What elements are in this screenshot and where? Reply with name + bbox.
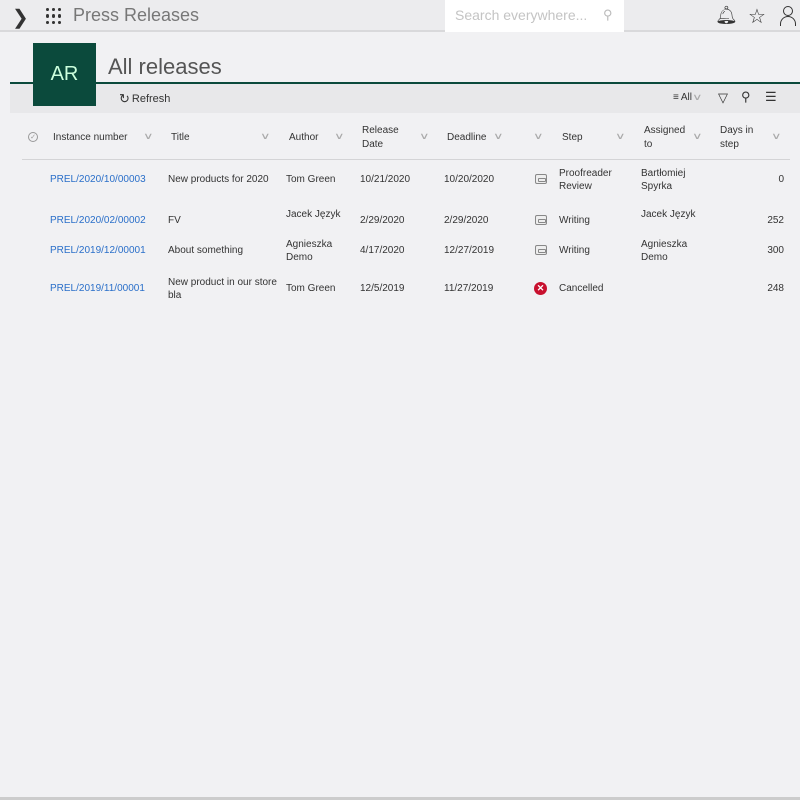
search-icon: ⚲ — [603, 7, 613, 22]
refresh-label: Refresh — [131, 93, 171, 105]
page-title: All releases — [108, 54, 222, 79]
column-header-author[interactable]: Author — [289, 132, 319, 143]
cancelled-icon: ✕ — [534, 282, 547, 295]
divider — [10, 82, 800, 84]
title-cell: About something — [168, 245, 244, 256]
list-icon: ≡ — [673, 92, 679, 103]
filter-icon[interactable]: ▽ — [718, 90, 728, 105]
column-header-title[interactable]: Title — [171, 132, 190, 143]
author-cell: Tom Green — [286, 283, 336, 294]
release-date-cell: 4/17/2020 — [360, 245, 405, 256]
assigned-cell: Agnieszka Demo — [641, 239, 688, 263]
task-icon — [535, 174, 547, 184]
author-cell: Agnieszka Demo — [286, 239, 333, 263]
expand-chevron-icon[interactable]: ❯ — [12, 7, 29, 29]
chevron-down-icon[interactable]: ∨ — [533, 131, 544, 141]
chevron-down-icon[interactable]: ∨ — [771, 131, 782, 141]
app-title: Press Releases — [73, 5, 200, 25]
deadline-cell: 10/20/2020 — [444, 174, 495, 185]
assigned-cell: Bartłomiej Spyrka — [641, 168, 686, 192]
view-selector[interactable]: ≡ All ∨ — [673, 92, 703, 103]
release-date-cell: 10/21/2020 — [360, 174, 411, 185]
header-divider — [22, 159, 790, 160]
refresh-icon: ↻ — [119, 91, 130, 106]
column-header-deadline[interactable]: Deadline — [447, 132, 487, 143]
days-cell: 0 — [778, 174, 784, 185]
deadline-cell: 12/27/2019 — [444, 245, 495, 256]
column-header-release-date[interactable]: Release Date — [362, 125, 399, 150]
author-cell: Jacek Język — [286, 209, 341, 220]
chevron-down-icon: ∨ — [691, 92, 703, 102]
star-icon[interactable]: ☆ — [748, 6, 766, 28]
title-cell: FV — [168, 215, 181, 226]
chevron-down-icon[interactable]: ∨ — [334, 131, 345, 141]
deadline-cell: 2/29/2020 — [444, 215, 489, 226]
title-cell: New product in our store bla — [168, 277, 277, 301]
assigned-cell: Jacek Język — [641, 209, 696, 220]
task-icon — [535, 215, 547, 225]
days-cell: 300 — [767, 245, 784, 256]
search-placeholder: Search everywhere... — [455, 7, 588, 23]
instance-link[interactable]: PREL/2020/10/00003 — [50, 174, 146, 185]
chevron-down-icon[interactable]: ∨ — [493, 131, 504, 141]
toolbar — [10, 84, 800, 113]
chevron-down-icon[interactable]: ∨ — [260, 131, 271, 141]
chevron-down-icon[interactable]: ∨ — [143, 131, 154, 141]
instance-link[interactable]: PREL/2019/12/00001 — [50, 245, 146, 256]
bell-icon[interactable]: 🔔︎ — [715, 5, 738, 25]
search-icon[interactable]: ⚲ — [741, 89, 751, 104]
column-header-instance[interactable]: Instance number — [53, 132, 128, 143]
step-cell: Proofreader Review — [559, 168, 612, 192]
days-cell: 248 — [767, 283, 784, 294]
days-cell: 252 — [767, 215, 784, 226]
select-all-checkbox[interactable]: ✓ — [28, 132, 38, 142]
user-icon[interactable] — [780, 4, 796, 26]
author-cell: Tom Green — [286, 174, 336, 185]
column-header-assigned[interactable]: Assigned to — [644, 125, 686, 150]
settings-sliders-icon[interactable]: ☰ — [765, 89, 777, 104]
release-date-cell: 2/29/2020 — [360, 215, 405, 226]
column-header-step[interactable]: Step — [562, 132, 583, 143]
bottom-border — [0, 797, 800, 800]
column-header-days[interactable]: Days in step — [720, 125, 754, 150]
title-cell: New products for 2020 — [168, 174, 269, 185]
step-cell: Writing — [559, 215, 590, 226]
chevron-down-icon[interactable]: ∨ — [692, 131, 703, 141]
refresh-button[interactable]: ↻ Refresh — [119, 91, 170, 107]
step-cell: Cancelled — [559, 283, 604, 294]
search-input[interactable]: Search everywhere... ⚲ — [445, 0, 624, 32]
deadline-cell: 11/27/2019 — [444, 283, 494, 294]
step-cell: Writing — [559, 245, 590, 256]
avatar: AR — [33, 43, 96, 106]
release-date-cell: 12/5/2019 — [360, 283, 405, 294]
view-label: All — [680, 92, 692, 103]
task-icon — [535, 245, 547, 255]
instance-link[interactable]: PREL/2019/11/00001 — [50, 283, 145, 294]
instance-link[interactable]: PREL/2020/02/00002 — [50, 215, 146, 226]
top-bar — [0, 0, 800, 32]
chevron-down-icon[interactable]: ∨ — [419, 131, 430, 141]
chevron-down-icon[interactable]: ∨ — [615, 131, 626, 141]
app-grid-icon[interactable] — [46, 8, 62, 24]
